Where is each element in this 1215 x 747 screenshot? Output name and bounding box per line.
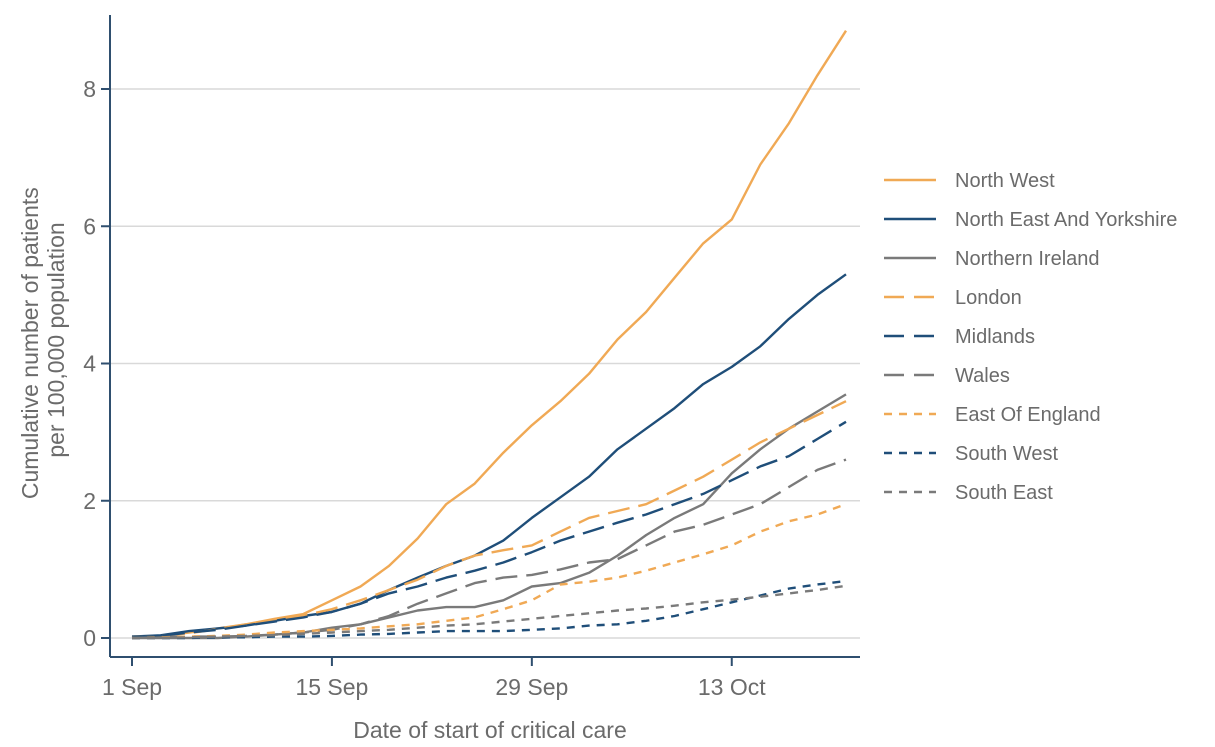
x-tick-label-3: 13 Oct bbox=[698, 674, 766, 700]
y-axis-label-line-2: per 100,000 population bbox=[43, 222, 69, 457]
legend: North West North East And Yorkshire Northe… bbox=[884, 170, 1177, 504]
x-tick-label-2: 29 Sep bbox=[495, 674, 568, 700]
legend-label-8: South East bbox=[955, 482, 1053, 504]
legend-label-4: Midlands bbox=[955, 326, 1035, 348]
series-line-0 bbox=[131, 30, 848, 638]
legend-label-0: North West bbox=[955, 170, 1055, 192]
legend-label-1: North East And Yorkshire bbox=[955, 209, 1177, 231]
y-tick-label-2: 4 bbox=[83, 351, 96, 377]
legend-label-5: Wales bbox=[955, 365, 1010, 387]
x-axis-label: Date of start of critical care bbox=[353, 717, 627, 742]
y-tick-label-4: 8 bbox=[83, 76, 96, 102]
y-axis-label: Cumulative number of patients per 100,00… bbox=[17, 181, 69, 499]
series-line-2 bbox=[132, 393, 847, 640]
y-tick-label-1: 2 bbox=[83, 488, 96, 514]
gridlines bbox=[110, 88, 860, 639]
legend-label-6: East Of England bbox=[955, 404, 1101, 426]
y-tick-label-3: 6 bbox=[83, 213, 96, 239]
series-line-8 bbox=[132, 584, 847, 640]
x-tick-label-1: 15 Sep bbox=[295, 674, 368, 700]
series-line-1 bbox=[131, 273, 847, 638]
series-lines bbox=[131, 30, 848, 640]
y-axis-label-line-1: Cumulative number of patients bbox=[17, 187, 43, 499]
legend-label-2: Northern Ireland bbox=[955, 248, 1100, 270]
x-tick-label-0: 1 Sep bbox=[102, 674, 162, 700]
legend-label-3: London bbox=[955, 287, 1022, 309]
axes: 0 2 4 6 8 1 Sep 15 Sep 29 Sep 13 Oct bbox=[83, 15, 860, 700]
series-line-3 bbox=[131, 400, 847, 639]
y-tick-label-0: 0 bbox=[83, 625, 96, 651]
series-line-7 bbox=[132, 579, 847, 640]
legend-label-7: South West bbox=[955, 443, 1058, 465]
series-line-6 bbox=[131, 503, 847, 640]
